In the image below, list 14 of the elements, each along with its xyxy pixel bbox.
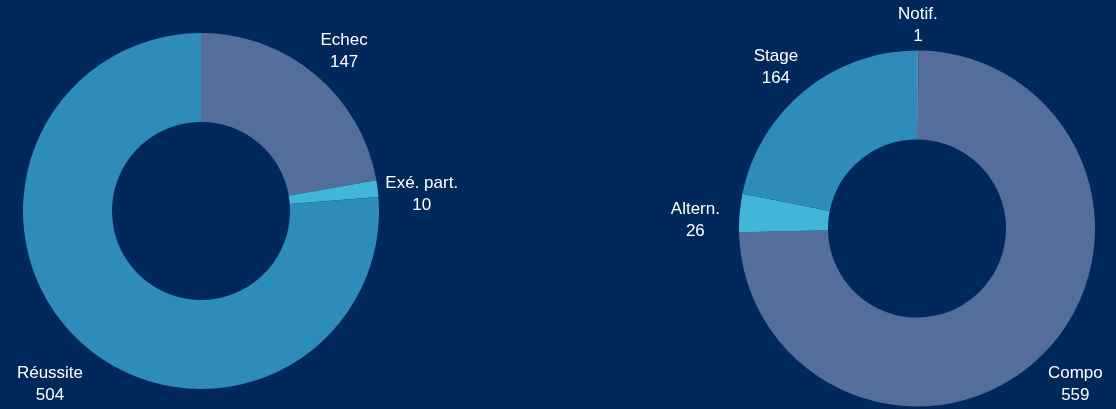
slice-label: Altern.	[670, 198, 720, 218]
data-label: 559	[1061, 384, 1090, 404]
slice-label: Stage	[753, 46, 799, 66]
slice-label: Réussite	[16, 362, 84, 382]
slice-label: Echec	[320, 30, 369, 50]
data-label: 164	[761, 68, 791, 88]
slice-label: Exé. part.	[385, 172, 459, 192]
data-label: 26	[685, 220, 705, 240]
data-label: 1	[913, 25, 923, 45]
slice-label: Notif.	[898, 3, 938, 23]
slice-label: Compo	[1047, 362, 1103, 382]
data-label: 504	[35, 384, 65, 404]
data-label: 10	[412, 194, 432, 214]
data-label: 147	[329, 52, 359, 72]
